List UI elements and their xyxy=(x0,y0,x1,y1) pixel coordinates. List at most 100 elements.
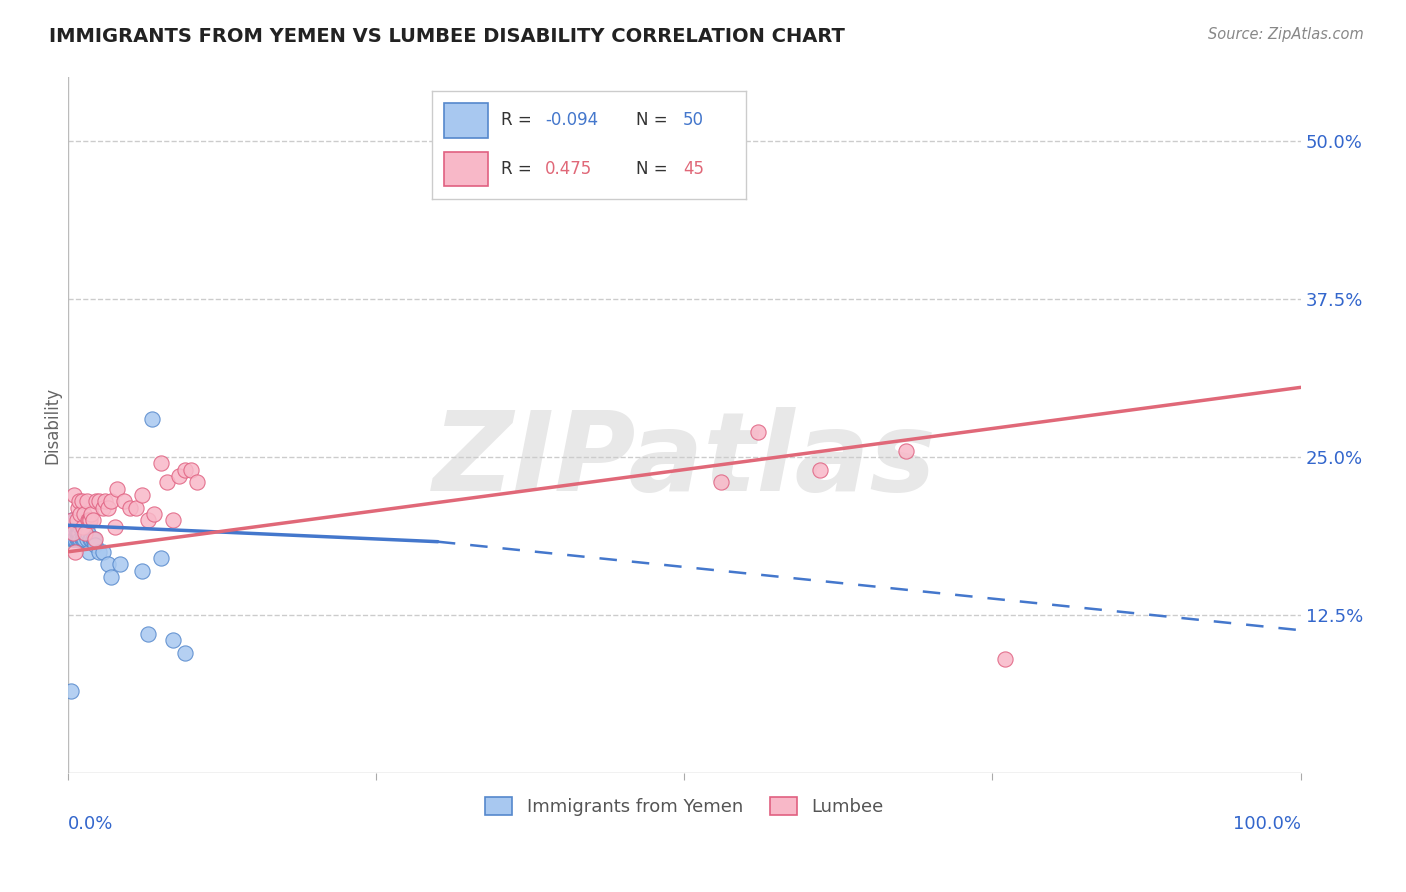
Point xyxy=(104,519,127,533)
Point xyxy=(65,545,87,559)
Text: ZIPatlas: ZIPatlas xyxy=(433,407,936,514)
Point xyxy=(67,494,90,508)
Point xyxy=(180,462,202,476)
Point xyxy=(710,475,733,490)
Point xyxy=(94,494,117,508)
Point xyxy=(73,507,96,521)
Point xyxy=(62,519,84,533)
Point xyxy=(86,494,108,508)
Point xyxy=(75,525,97,540)
Point xyxy=(143,507,166,521)
Point xyxy=(70,519,93,533)
Point xyxy=(76,525,98,540)
Point xyxy=(66,525,89,540)
Point xyxy=(65,513,87,527)
Point xyxy=(59,684,82,698)
Point xyxy=(76,513,98,527)
Text: 100.0%: 100.0% xyxy=(1233,815,1301,833)
Point xyxy=(156,475,179,490)
Point xyxy=(82,532,104,546)
Point xyxy=(66,513,89,527)
Point xyxy=(131,488,153,502)
Point xyxy=(69,519,91,533)
Point xyxy=(174,462,197,476)
Point xyxy=(70,532,93,546)
Point xyxy=(66,525,89,540)
Point xyxy=(77,545,100,559)
Point xyxy=(65,519,87,533)
Point xyxy=(87,545,110,559)
Point xyxy=(67,525,90,540)
Point xyxy=(80,507,103,521)
Point xyxy=(67,532,90,546)
Point xyxy=(72,532,94,546)
Point xyxy=(747,425,769,439)
Point xyxy=(96,500,118,515)
Point xyxy=(76,532,98,546)
Point xyxy=(167,469,190,483)
Point xyxy=(162,513,184,527)
Point xyxy=(105,482,128,496)
Point xyxy=(66,500,89,515)
Point xyxy=(149,456,172,470)
Point xyxy=(896,443,918,458)
Point xyxy=(79,513,101,527)
Point xyxy=(87,494,110,508)
Point xyxy=(96,558,118,572)
Point xyxy=(994,652,1017,666)
Legend: Immigrants from Yemen, Lumbee: Immigrants from Yemen, Lumbee xyxy=(478,789,891,823)
Point xyxy=(67,513,90,527)
Text: 0.0%: 0.0% xyxy=(67,815,114,833)
Point xyxy=(162,633,184,648)
Point xyxy=(66,532,89,546)
Point xyxy=(69,532,91,546)
Point xyxy=(82,513,104,527)
Y-axis label: Disability: Disability xyxy=(44,387,60,464)
Point xyxy=(63,525,86,540)
Point xyxy=(83,532,105,546)
Point xyxy=(72,519,94,533)
Point xyxy=(100,494,122,508)
Point xyxy=(60,513,83,527)
Point xyxy=(58,525,80,540)
Point xyxy=(100,570,122,584)
Point xyxy=(808,462,831,476)
Point xyxy=(76,494,98,508)
Point xyxy=(66,519,89,533)
Point xyxy=(141,412,163,426)
Point xyxy=(73,525,96,540)
Point xyxy=(149,551,172,566)
Point xyxy=(125,500,148,515)
Point xyxy=(91,500,114,515)
Point xyxy=(118,500,141,515)
Point xyxy=(76,525,98,540)
Point xyxy=(84,532,107,546)
Text: IMMIGRANTS FROM YEMEN VS LUMBEE DISABILITY CORRELATION CHART: IMMIGRANTS FROM YEMEN VS LUMBEE DISABILI… xyxy=(49,27,845,45)
Point xyxy=(136,513,159,527)
Point xyxy=(75,525,97,540)
Point xyxy=(131,564,153,578)
Point xyxy=(73,532,96,546)
Point xyxy=(77,513,100,527)
Point xyxy=(80,532,103,546)
Point xyxy=(79,532,101,546)
Point xyxy=(65,532,87,546)
Point xyxy=(112,494,135,508)
Point xyxy=(72,525,94,540)
Point xyxy=(60,513,83,527)
Point xyxy=(63,488,86,502)
Point xyxy=(136,627,159,641)
Text: Source: ZipAtlas.com: Source: ZipAtlas.com xyxy=(1208,27,1364,42)
Point xyxy=(60,532,83,546)
Point xyxy=(63,513,86,527)
Point xyxy=(62,525,84,540)
Point xyxy=(186,475,208,490)
Point xyxy=(70,494,93,508)
Point xyxy=(69,507,91,521)
Point xyxy=(174,646,197,660)
Point xyxy=(62,532,84,546)
Point xyxy=(59,519,82,533)
Point xyxy=(84,539,107,553)
Point xyxy=(66,532,89,546)
Point xyxy=(63,532,86,546)
